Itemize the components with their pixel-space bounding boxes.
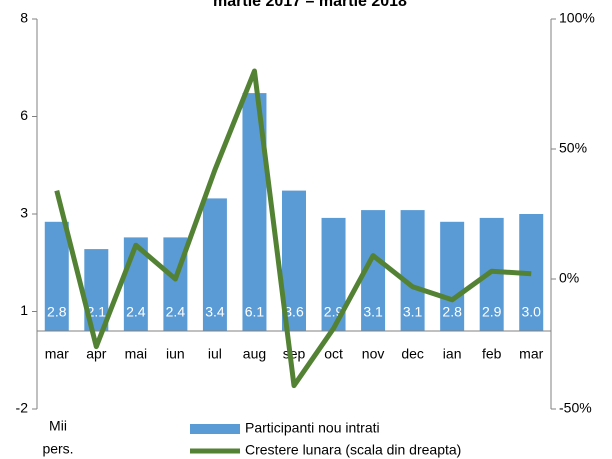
x-tick-label: nov — [362, 346, 385, 362]
x-tick-label: sep — [283, 346, 306, 362]
x-tick-label: aug — [243, 346, 266, 362]
bar-value-label: 3.4 — [205, 304, 225, 320]
y-tick-label: 1 — [20, 302, 28, 318]
y2-tick-label: 100% — [559, 10, 595, 26]
chart-title: martie 2017 – martie 2018 — [213, 0, 407, 10]
x-tick-label: dec — [401, 346, 424, 362]
bar-value-label: 2.4 — [126, 304, 146, 320]
x-tick-label: mai — [125, 346, 148, 362]
bar-value-label: 2.8 — [47, 304, 67, 320]
y2-tick-label: 50% — [559, 140, 587, 156]
legend-label: Crestere lunara (scala din dreapta) — [245, 442, 461, 458]
x-tick-label: mar — [45, 346, 69, 362]
y-tick-label: -2 — [16, 400, 29, 416]
y2-tick-label: -50% — [559, 400, 592, 416]
y2-tick-label: 0% — [559, 270, 579, 286]
x-tick-label: ian — [443, 346, 462, 362]
bar-value-label: 3.1 — [403, 304, 423, 320]
x-tick-label: mar — [519, 346, 543, 362]
bar-value-label: 2.4 — [166, 304, 186, 320]
y-tick-label: 6 — [20, 107, 28, 123]
bar — [202, 198, 227, 331]
y-tick-label: 3 — [20, 205, 28, 221]
bar — [400, 210, 425, 331]
bar-value-label: 6.1 — [245, 304, 265, 320]
growth-line — [54, 68, 532, 389]
y-tick-label: 8 — [20, 10, 28, 26]
bar-value-label: 3.1 — [363, 304, 383, 320]
x-tick-label: apr — [86, 346, 107, 362]
y-unit-label: Mii — [49, 418, 67, 434]
x-tick-label: feb — [482, 346, 502, 362]
legend-label: Participanti nou intrati — [245, 420, 380, 436]
bar-value-label: 2.1 — [87, 304, 107, 320]
x-tick-label: iun — [166, 346, 185, 362]
bar-value-label: 3.6 — [284, 304, 304, 320]
bar-value-label: 2.9 — [482, 304, 502, 320]
legend-swatch — [190, 424, 240, 434]
y-unit-label: pers. — [42, 441, 73, 457]
bar-value-label: 2.8 — [442, 304, 462, 320]
x-tick-label: iul — [208, 346, 222, 362]
bar-value-label: 3.0 — [521, 304, 541, 320]
bar — [440, 221, 465, 331]
bar — [44, 221, 69, 331]
x-tick-label: oct — [324, 346, 343, 362]
